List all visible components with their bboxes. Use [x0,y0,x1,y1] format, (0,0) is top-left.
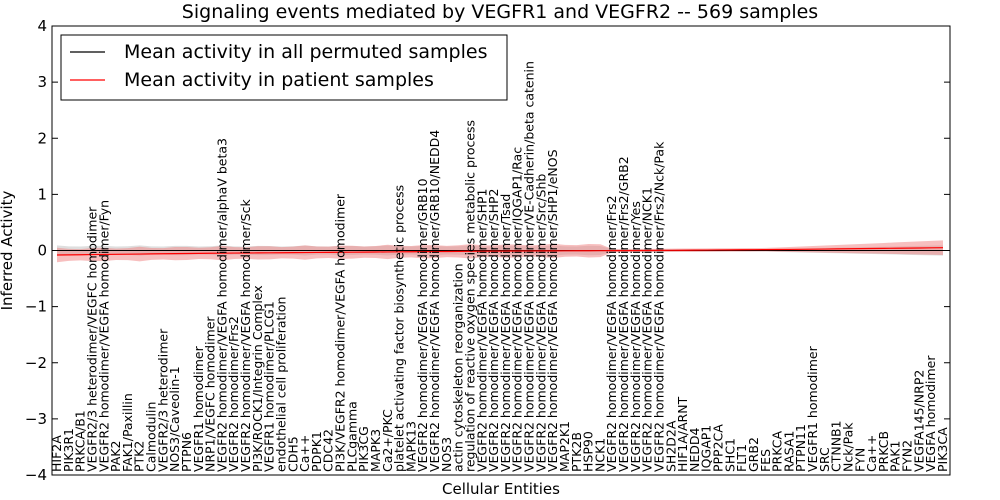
entity-label-64: VEGFR1 homodimer [805,345,820,472]
entity-label-45: HSP90 [581,431,596,472]
legend-label-permuted: Mean activity in all permuted samples [124,41,487,63]
entity-label-10: NOS3/Caveolin-1 [167,366,182,472]
y-axis-label: Inferred Activity [0,190,16,310]
entity-label-38: VEGFR2 homodimer/VEGFA homodimer/Tsad [498,194,513,472]
entity-label-15: VEGFR2 homodimer/Frs2 [226,316,241,472]
entity-label-20: CDH5 [285,436,300,472]
entity-label-27: MAPK3 [368,429,383,472]
entity-label-1: PIK3R1 [61,428,76,472]
entity-label-59: GRB2 [746,437,761,472]
entity-label-68: FYN [852,448,867,472]
series-lines [52,247,950,256]
entity-label-52: SH2D2A [663,420,678,472]
entity-label-6: FAK1/Paxillin [120,393,135,472]
entity-label-55: IQGAP1 [699,425,714,472]
entity-label-16: VEGFR2 homodimer/VEGFA homodimer/Sck [238,199,253,472]
y-tick-label-4: 0 [37,242,47,260]
entity-label-34: actin cytoskeleton reorganization [451,263,466,472]
entity-label-33: NOS3 [439,437,454,472]
entity-label-67: Nck/Pak [840,422,855,472]
entity-label-23: CDC42 [321,429,336,472]
entity-label-31: VEGFR2 homodimer/VEGFA homodimer/GRB10 [415,178,430,472]
y-tick-label-7: 3 [37,73,47,91]
entity-label-8: Calmodulin [144,402,159,472]
chart-title: Signaling events mediated by VEGFR1 and … [182,1,818,23]
entity-label-19: endothelial cell proliferation [273,297,288,472]
entity-label-13: NRP1/VEGFC homodimer [203,316,218,472]
entity-label-24: PI3K/VEGFR2 homodimer/VEGFA homodimer [333,193,348,472]
y-tick-label-8: 4 [37,17,47,35]
entity-label-72: FYN2 [900,440,915,472]
entity-label-22: PDPK1 [309,431,324,472]
entity-label-41: VEGFR2 homodimer/VEGFA homodimer/Src/Shb [533,174,548,472]
entity-label-48: VEGFR2 homodimer/VEGFA homodimer/Frs2/GR… [616,156,631,472]
entity-label-74: VEGFA homodimer [923,355,938,472]
entity-label-43: MAP2K1 [557,421,572,472]
entity-label-36: VEGFR2 homodimer/VEGFA homodimer/SHP1 [474,188,489,472]
x-axis-label: Cellular Entities [442,480,560,498]
entity-label-2: PRKCA/B1 [73,410,88,472]
entity-label-54: NEDD4 [687,428,702,472]
entity-label-75: PIK3CA [935,427,950,472]
y-tick-label-5: 1 [37,185,47,203]
series-patient-line [56,247,944,256]
entity-label-63: PTPN11 [793,424,808,472]
entity-label-25: PLCgamma [344,401,359,472]
entity-label-46: NCK1 [592,438,607,472]
entity-label-30: MAPK13 [403,421,418,472]
legend-label-patient: Mean activity in patient samples [124,69,434,91]
entity-label-5: PAK2 [108,441,123,472]
entity-label-49: VEGFR2 homodimer/VEGFA homodimer/Yes [628,201,643,472]
entity-label-7: PTK2 [132,441,147,472]
entity-label-40: VEGFR2 homodimer/VEGFA homodimer/VE-Cadh… [522,61,537,472]
entity-label-17: PI3K/ROCK1/Integrin Complex [250,285,265,472]
entity-label-4: VEGFR2 homodimer/VEGFA homodimer/Fyn [96,200,111,472]
entity-label-53: HIF1A/ARNT [675,396,690,472]
entity-label-71: PAK1 [888,441,903,472]
entity-label-28: Ca2+/PKC [380,409,395,472]
legend-box [60,34,508,101]
entity-label-58: FLT1 [734,444,749,472]
entity-label-9: VEGFR2/3 heterodimer [155,328,170,472]
entity-label-14: VEGFR2 homodimer/VEGFA homodimer/alphaV … [214,138,229,472]
plot-frame [51,25,951,476]
entity-label-35: regulation of reactive oxygen species me… [462,120,477,472]
entity-label-0: HIF2A [49,435,64,472]
entity-label-44: PTK2B [569,432,584,472]
entity-label-51: VEGFR2 homodimer/VEGFA homodimer/Frs2/Nc… [651,141,666,472]
entity-label-70: PRKCB [876,431,891,472]
y-tick-label-0: −4 [25,466,47,484]
entity-label-29: platelet activating factor biosynthetic … [392,185,407,472]
entity-label-62: RASA1 [781,431,796,472]
entity-label-3: VEGFR2/3 heterodimer/VEGFC homodimer [84,206,99,472]
y-tick-label-3: −1 [25,298,47,316]
entity-label-12: VEGFR1 homodimer [191,345,206,472]
entity-label-50: VEGFR2 homodimer/VEGFA homodimer/NCK1 [640,187,655,472]
entity-label-73: VEGFA145/NRP2 [911,370,926,472]
legend: Mean activity in all permuted samples Me… [60,34,508,101]
entity-label-69: Ca++ [864,435,879,472]
entity-label-56: PPP2CA [711,424,726,472]
y-axis-ticks: −4 −3 −2 −1 0 1 2 3 4 [25,17,950,484]
entity-label-65: SRC [817,447,832,472]
entity-label-47: VEGFR2 homodimer/VEGFA homodimer/Frs2 [604,195,619,472]
y-tick-label-2: −2 [25,354,47,372]
entity-label-39: VEGFR2 homodimer/VEGFA homodimer/IQGAP1/… [510,147,525,472]
entity-label-57: SHC1 [722,438,737,472]
entity-label-18: VEGFR1 homodimer/PLCG1 [262,301,277,472]
y-tick-label-1: −3 [25,410,47,428]
entity-label-32: VEGFR2 homodimer/VEGFA homodimer/GRB10/N… [427,130,442,472]
entity-label-11: PTPN6 [179,432,194,472]
entity-label-61: PRKCA [770,431,785,472]
entity-label-60: FES [758,449,773,472]
entity-label-37: VEGFR2 homodimer/VEGFA homodimer/SHP2 [486,188,501,472]
entity-label-26: PIK3CG [356,426,371,472]
entity-label-21: Ca++ [297,435,312,472]
entity-label-66: CTNNB1 [829,420,844,472]
y-tick-label-6: 2 [37,129,47,147]
entity-label-42: VEGFR2 homodimer/VEGFA homodimer/SHP1/eN… [545,149,560,472]
